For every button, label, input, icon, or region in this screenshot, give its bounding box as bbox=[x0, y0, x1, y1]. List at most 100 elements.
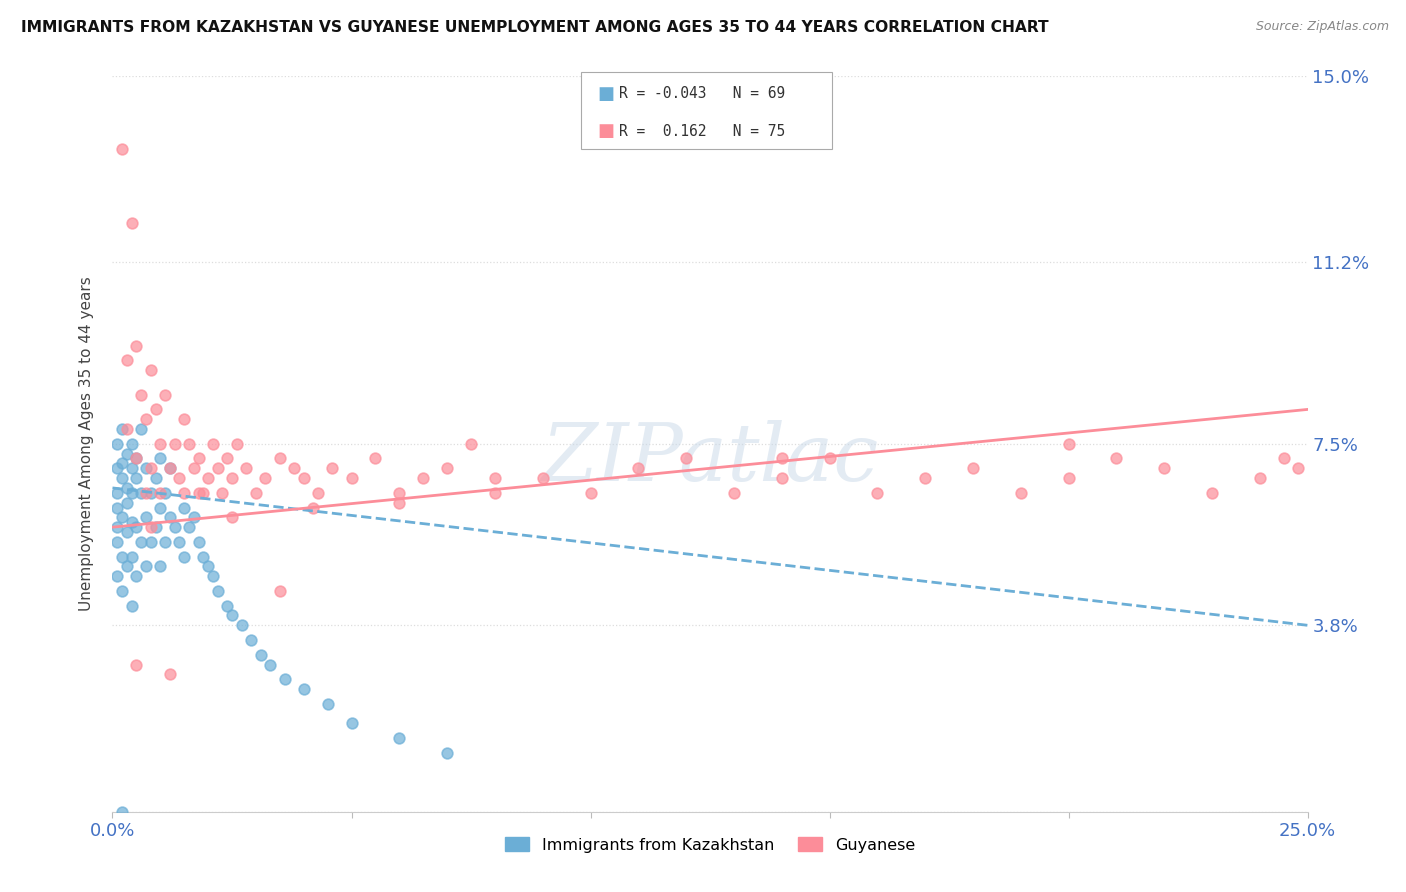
Point bbox=[173, 485, 195, 500]
Point bbox=[187, 485, 209, 500]
Point bbox=[173, 549, 195, 564]
Point bbox=[723, 485, 745, 500]
Point bbox=[105, 500, 128, 515]
Point bbox=[145, 471, 167, 485]
Point bbox=[115, 559, 138, 574]
Point bbox=[221, 510, 243, 524]
Text: IMMIGRANTS FROM KAZAKHSTAN VS GUYANESE UNEMPLOYMENT AMONG AGES 35 TO 44 YEARS CO: IMMIGRANTS FROM KAZAKHSTAN VS GUYANESE U… bbox=[21, 20, 1049, 35]
Point bbox=[484, 485, 506, 500]
Point bbox=[135, 412, 157, 426]
Point bbox=[240, 633, 263, 648]
Point bbox=[111, 549, 134, 564]
Point bbox=[316, 697, 339, 711]
Point bbox=[1105, 451, 1128, 466]
Point bbox=[111, 142, 134, 156]
Point bbox=[145, 402, 167, 417]
Point bbox=[149, 485, 172, 500]
Point bbox=[962, 461, 984, 475]
Point bbox=[149, 500, 172, 515]
Point bbox=[340, 716, 363, 731]
Point bbox=[125, 451, 148, 466]
Point bbox=[283, 461, 305, 475]
Point bbox=[125, 471, 148, 485]
Point bbox=[129, 422, 152, 436]
Point bbox=[1057, 436, 1080, 450]
Point bbox=[129, 387, 152, 401]
Point bbox=[484, 471, 506, 485]
Point bbox=[1201, 485, 1223, 500]
Point bbox=[235, 461, 257, 475]
Point bbox=[129, 534, 152, 549]
Point bbox=[111, 510, 134, 524]
Point bbox=[169, 534, 191, 549]
Point bbox=[135, 510, 157, 524]
Legend: Immigrants from Kazakhstan, Guyanese: Immigrants from Kazakhstan, Guyanese bbox=[499, 830, 921, 859]
Point bbox=[245, 485, 267, 500]
Point bbox=[177, 436, 200, 450]
Point bbox=[273, 673, 295, 687]
Point bbox=[217, 599, 239, 613]
Point bbox=[121, 549, 143, 564]
Point bbox=[292, 471, 315, 485]
Point bbox=[121, 461, 143, 475]
Point bbox=[307, 485, 329, 500]
Point bbox=[187, 534, 209, 549]
Point bbox=[914, 471, 936, 485]
Text: ZIPatlас: ZIPatlас bbox=[541, 420, 879, 497]
Point bbox=[269, 451, 291, 466]
Point bbox=[1272, 451, 1295, 466]
Point bbox=[111, 422, 134, 436]
Point bbox=[460, 436, 482, 450]
Point bbox=[187, 451, 209, 466]
Point bbox=[201, 436, 224, 450]
Point bbox=[292, 681, 315, 696]
Point bbox=[111, 457, 134, 471]
Point bbox=[675, 451, 697, 466]
Point bbox=[321, 461, 343, 475]
Point bbox=[173, 500, 195, 515]
Point bbox=[139, 520, 162, 534]
Point bbox=[105, 534, 128, 549]
Point bbox=[388, 496, 411, 510]
Point bbox=[163, 436, 186, 450]
Point bbox=[135, 559, 157, 574]
Text: Source: ZipAtlas.com: Source: ZipAtlas.com bbox=[1256, 20, 1389, 33]
Point bbox=[153, 534, 176, 549]
Text: R =  0.162   N = 75: R = 0.162 N = 75 bbox=[619, 124, 785, 138]
Point bbox=[340, 471, 363, 485]
Point bbox=[169, 471, 191, 485]
Point bbox=[201, 569, 224, 583]
Point bbox=[159, 667, 181, 681]
Point bbox=[115, 353, 138, 368]
Point bbox=[531, 471, 554, 485]
Point bbox=[388, 485, 411, 500]
Point bbox=[125, 657, 148, 672]
Point bbox=[211, 485, 233, 500]
Point bbox=[105, 485, 128, 500]
Point bbox=[139, 485, 162, 500]
Point bbox=[770, 451, 793, 466]
Point bbox=[159, 461, 181, 475]
Point bbox=[111, 471, 134, 485]
Point bbox=[1010, 485, 1032, 500]
Point bbox=[115, 481, 138, 495]
Point bbox=[302, 500, 325, 515]
Point bbox=[145, 520, 167, 534]
Point bbox=[159, 510, 181, 524]
Point bbox=[225, 436, 247, 450]
Point bbox=[221, 471, 243, 485]
Point bbox=[129, 485, 152, 500]
Point bbox=[627, 461, 650, 475]
Point bbox=[770, 471, 793, 485]
Point bbox=[159, 461, 181, 475]
Point bbox=[149, 451, 172, 466]
Point bbox=[121, 515, 143, 529]
Text: ■: ■ bbox=[598, 85, 614, 103]
Text: R = -0.043   N = 69: R = -0.043 N = 69 bbox=[619, 87, 785, 101]
Point bbox=[115, 422, 138, 436]
Point bbox=[193, 485, 215, 500]
Point bbox=[121, 485, 143, 500]
Point bbox=[125, 338, 148, 352]
Point bbox=[135, 461, 157, 475]
Point bbox=[207, 583, 229, 598]
